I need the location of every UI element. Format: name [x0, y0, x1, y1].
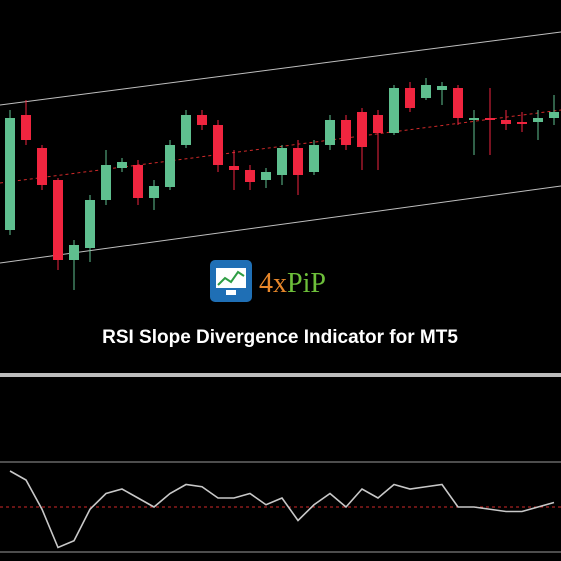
rsi-line: [9, 470, 555, 549]
candle-body: [517, 122, 527, 124]
candle-body: [53, 180, 63, 260]
candle-body: [213, 125, 223, 165]
candle-body: [245, 170, 255, 182]
candle-body: [405, 88, 415, 108]
brand-part1: 4x: [259, 268, 287, 299]
candle-body: [149, 186, 159, 198]
candle-body: [373, 115, 383, 133]
candle-body: [309, 145, 319, 172]
brand: 4xPiP: [259, 268, 326, 299]
candle-body: [165, 145, 175, 187]
logo: 4xPiP: [210, 260, 326, 302]
candle-body: [533, 118, 543, 122]
candle-body: [197, 115, 207, 125]
candle-body: [469, 118, 479, 120]
candle-body: [549, 112, 559, 118]
candle-body: [341, 120, 351, 145]
candle-body: [293, 148, 303, 175]
channel-lower: [0, 185, 561, 264]
candle-body: [389, 88, 399, 133]
logo-graph: [217, 270, 245, 286]
candle-body: [5, 118, 15, 230]
candle-body: [21, 115, 31, 140]
candle-body: [325, 120, 335, 145]
logo-stand: [226, 290, 236, 295]
candle-body: [357, 112, 367, 147]
candle-body: [181, 115, 191, 145]
candle-body: [117, 162, 127, 168]
price-panel: [0, 31, 561, 290]
candle-body: [277, 148, 287, 175]
candle-body: [69, 245, 79, 260]
candle-body: [421, 85, 431, 98]
regression-line: [0, 109, 561, 184]
candle-body: [437, 86, 447, 90]
candle-body: [101, 165, 111, 200]
candle-body: [501, 120, 511, 124]
candle-body: [453, 88, 463, 118]
rsi-panel: [0, 461, 561, 553]
candle-body: [85, 200, 95, 248]
candle-body: [261, 172, 271, 180]
candle-body: [133, 165, 143, 198]
title: RSI Slope Divergence Indicator for MT5: [102, 327, 458, 348]
candle-body: [37, 148, 47, 185]
candle-body: [229, 166, 239, 170]
brand-part2: PiP: [287, 268, 326, 299]
panel-separator: [0, 373, 561, 377]
channel-upper: [0, 31, 561, 106]
logo-screen: [216, 268, 246, 288]
candle-body: [485, 118, 495, 120]
